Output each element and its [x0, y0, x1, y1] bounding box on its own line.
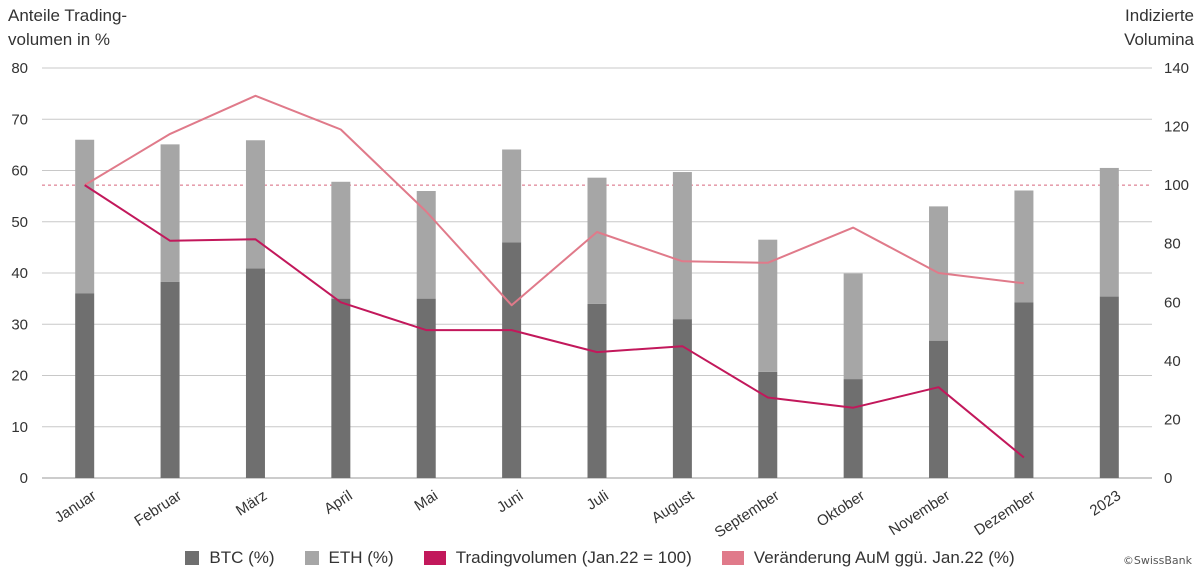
bar-btc-2 [160, 281, 180, 478]
category-label: September [712, 487, 783, 541]
left-tick-label: 40 [11, 265, 28, 282]
legend-item-2: ETH (%) [304, 548, 394, 568]
right-tick-label: 140 [1164, 60, 1189, 77]
bar-btc-13 [1099, 296, 1119, 478]
right-axis-title-line-1: Indizierte [1125, 6, 1194, 25]
category-label: 2023 [1087, 487, 1124, 519]
left-tick-label: 30 [11, 316, 28, 333]
left-tick-label: 80 [11, 60, 28, 77]
line-aum-change [84, 94, 1025, 307]
bar-btc-12 [1014, 302, 1034, 478]
right-axis-title: Indizierte Volumina [1034, 4, 1194, 52]
bar-eth-9 [758, 239, 778, 372]
bar-eth-5 [416, 191, 436, 299]
bar-btc-11 [929, 340, 949, 478]
bar-btc-10 [843, 379, 863, 478]
line-trading-volume [84, 184, 1025, 459]
category-label: Januar [52, 487, 100, 526]
left-axis-title-line-2: volumen in % [8, 30, 111, 49]
bar-btc-4 [331, 298, 351, 478]
bar-btc-6 [502, 242, 522, 478]
right-tick-label: 0 [1164, 470, 1172, 487]
bar-eth-6 [502, 149, 522, 243]
right-tick-label: 100 [1164, 177, 1189, 194]
category-label: Mai [411, 487, 441, 514]
left-tick-label: 20 [11, 368, 28, 385]
bar-eth-12 [1014, 190, 1034, 303]
legend-label: ETH (%) [328, 548, 394, 567]
legend-item-1: BTC (%) [185, 548, 275, 568]
category-label: Dezember [971, 487, 1038, 539]
bar-eth-3 [245, 140, 265, 269]
right-tick-label: 40 [1164, 353, 1181, 370]
legend-label: BTC (%) [209, 548, 275, 567]
category-label: Juni [494, 487, 526, 516]
bar-btc-3 [245, 268, 265, 478]
bar-btc-5 [416, 298, 436, 478]
legend-swatch [423, 551, 446, 565]
bar-eth-4 [331, 181, 351, 299]
right-axis-title-line-2: Volumina [1124, 30, 1194, 49]
left-axis-title: Anteile Trading-volumen in % [8, 4, 208, 52]
left-tick-label: 60 [11, 163, 28, 180]
left-tick-label: 70 [11, 111, 28, 128]
bar-eth-1 [75, 139, 95, 294]
category-label: November [886, 487, 953, 539]
category-label: Juli [584, 487, 612, 514]
legend-swatch [185, 551, 200, 565]
legend-label: Veränderung AuM ggü. Jan.22 (%) [753, 548, 1015, 567]
bar-eth-2 [160, 144, 180, 282]
legend-swatch [721, 551, 744, 565]
combo-chart: 0 10 20 30 40 50 60 70 80 0 20 40 60 80 100 120 140 Janua… [11, 60, 1189, 541]
right-tick-label: 20 [1164, 411, 1181, 428]
left-tick-label: 10 [11, 419, 28, 436]
bar-btc-9 [758, 371, 778, 478]
category-label: April [321, 487, 355, 518]
right-tick-label: 120 [1164, 119, 1189, 136]
bar-eth-7 [587, 177, 607, 304]
legend-label: Tradingvolumen (Jan.22 = 100) [455, 548, 692, 567]
legend-swatch [304, 551, 319, 565]
legend: BTC (%) ETH (%) Tradingvolumen (Jan.22 = 1… [0, 546, 1200, 570]
bar-eth-10 [843, 273, 863, 380]
left-tick-label: 50 [11, 214, 28, 231]
legend-item-4: Veränderung AuM ggü. Jan.22 (%) [721, 548, 1015, 568]
category-label: Februar [131, 487, 184, 530]
bar-btc-1 [75, 293, 95, 478]
right-tick-label: 80 [1164, 236, 1181, 253]
bar-btc-8 [672, 319, 692, 478]
category-label: Oktober [814, 487, 868, 530]
left-tick-label: 0 [20, 470, 28, 487]
bar-eth-13 [1099, 167, 1119, 297]
bar-btc-7 [587, 303, 607, 478]
right-tick-label: 60 [1164, 294, 1181, 311]
category-label: August [649, 487, 698, 527]
watermark: ©SwissBank [1122, 554, 1192, 567]
category-label: März [233, 487, 270, 519]
legend-item-3: Tradingvolumen (Jan.22 = 100) [423, 548, 692, 568]
bar-eth-8 [672, 172, 692, 320]
left-axis-title-line-1: Anteile Trading- [8, 6, 128, 25]
